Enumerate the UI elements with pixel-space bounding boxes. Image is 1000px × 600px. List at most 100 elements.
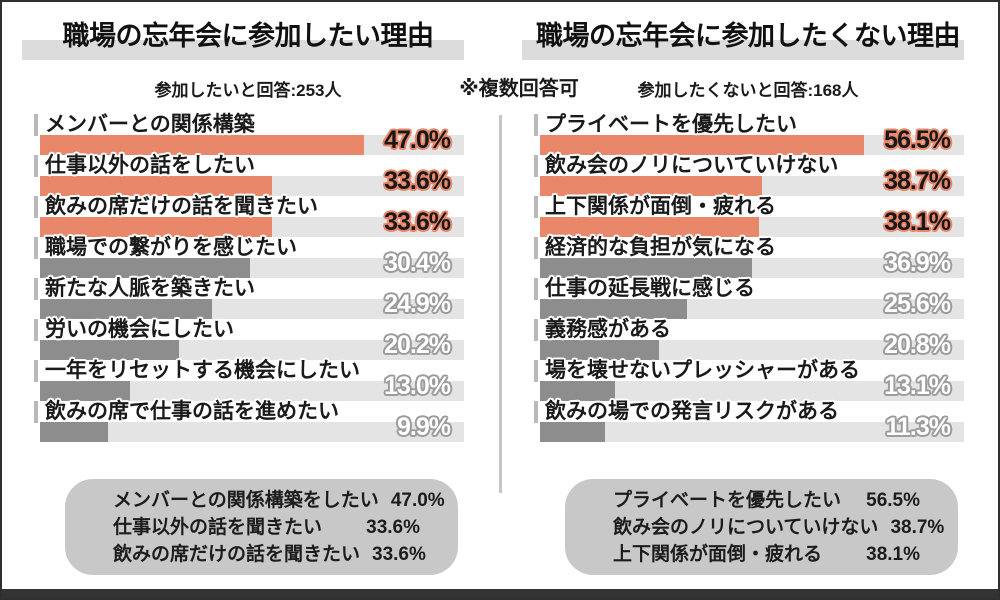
bar-value-label: 30.4% xyxy=(384,249,451,277)
summary-value: 33.6% xyxy=(366,516,420,538)
multiple-answers-note: ※複数回答可 xyxy=(459,78,579,100)
chart-title: 職場の忘年会に参加したい理由 xyxy=(22,14,464,62)
bar-value-label: 25.6% xyxy=(884,290,951,318)
summary-value: 38.1% xyxy=(866,543,920,565)
bar-value-label: 36.9% xyxy=(884,249,951,277)
bar-category-label: 飲み会のノリについていけない xyxy=(534,155,838,177)
bar-category-label: 飲みの席で仕事の話を進めたい xyxy=(34,401,339,423)
summary-label: 上下関係が面倒・疲れる xyxy=(613,543,823,565)
bar-fill xyxy=(40,217,272,237)
bar-value-label: 56.5% xyxy=(884,126,951,154)
bar-fill xyxy=(540,340,660,360)
summary-row: 飲み会のノリについていけない 38.7% xyxy=(613,514,944,541)
bar-row: 場を壊せないプレッシャーがある 13.1% xyxy=(532,360,964,401)
bar-category-label: 飲みの席だけの話を聞きたい xyxy=(34,196,318,218)
bar-value-label: 11.3% xyxy=(885,413,951,441)
bar-track xyxy=(40,381,464,401)
bar-row: 飲みの席だけの話を聞きたい 33.6% xyxy=(32,196,464,237)
bar-track xyxy=(540,258,964,278)
bar-track xyxy=(40,176,464,196)
bar-fill xyxy=(540,258,752,278)
bar-category-label: 上下関係が面倒・疲れる xyxy=(534,196,776,218)
bar-value-label: 33.6% xyxy=(384,208,451,236)
bar-row: プライベートを優先したい 56.5% xyxy=(532,114,964,155)
bar-fill xyxy=(40,422,109,442)
bar-track xyxy=(40,422,464,442)
summary-row: 仕事以外の話を聞きたい 33.6% xyxy=(113,514,420,541)
bar-row: 新たな人脈を築きたい 24.9% xyxy=(32,278,464,319)
bar-row: 飲み会のノリについていけない 38.7% xyxy=(532,155,964,196)
bar-track xyxy=(540,176,964,196)
bar-track xyxy=(540,299,964,319)
chart-title: 職場の忘年会に参加したくない理由 xyxy=(522,14,964,62)
title-highlight xyxy=(522,40,964,60)
bar-fill xyxy=(40,381,130,401)
bar-row: 仕事以外の話をしたい 33.6% xyxy=(32,155,464,196)
bar-track xyxy=(540,217,964,237)
bar-row: 経済的な負担が気になる 36.9% xyxy=(532,237,964,278)
bar-track xyxy=(540,135,964,155)
chart-want-to-attend: 職場の忘年会に参加したい理由 参加したいと回答:253人 メンバーとの関係構築 4… xyxy=(22,2,464,598)
summary-value: 47.0% xyxy=(390,489,445,511)
bar-row: 職場での繋がりを感じたい 30.4% xyxy=(32,237,464,278)
bar-fill xyxy=(40,176,272,196)
summary-row: プライベートを優先したい 56.5% xyxy=(613,487,920,514)
bar-row: 上下関係が面倒・疲れる 38.1% xyxy=(532,196,964,237)
bar-fill xyxy=(40,258,250,278)
bar-value-label: 47.0% xyxy=(384,126,451,154)
bar-category-label: 仕事の延長戦に感じる xyxy=(534,278,755,300)
bar-row: 飲みの場での発言リスクがある 11.3% xyxy=(532,401,964,442)
footer-bar xyxy=(2,589,998,598)
summary-label: プライベートを優先したい xyxy=(613,489,842,511)
summary-value: 33.6% xyxy=(372,543,426,565)
bar-category-label: 義務感がある xyxy=(534,319,671,341)
bar-fill xyxy=(540,217,759,237)
bar-category-label: 新たな人脈を築きたい xyxy=(34,278,255,300)
bar-category-label: 職場での繋がりを感じたい xyxy=(34,237,297,259)
bar-fill xyxy=(540,422,605,442)
bar-track xyxy=(540,340,964,360)
bar-category-label: 一年をリセットする機会にしたい xyxy=(34,360,360,382)
bar-track xyxy=(540,381,964,401)
bar-list: プライベートを優先したい 56.5% 飲み会のノリについていけない 38.7% 上下関係… xyxy=(532,114,964,442)
summary-label: 飲みの席だけの話を聞きたい xyxy=(113,543,361,565)
bar-value-label: 38.7% xyxy=(884,167,951,195)
bar-track xyxy=(40,299,464,319)
title-highlight xyxy=(22,40,464,60)
bar-fill xyxy=(540,381,616,401)
bar-value-label: 24.9% xyxy=(384,290,451,318)
bar-category-label: 仕事以外の話をしたい xyxy=(34,155,255,177)
bar-row: 義務感がある 20.8% xyxy=(532,319,964,360)
bar-value-label: 20.8% xyxy=(884,331,951,359)
bar-value-label: 9.9% xyxy=(397,413,451,441)
bar-fill xyxy=(540,176,763,196)
chart-subtitle: 参加したいと回答:253人 xyxy=(154,81,342,100)
summary-row: 飲みの席だけの話を聞きたい 33.6% xyxy=(113,541,426,568)
bar-track xyxy=(40,135,464,155)
summary-label: 飲み会のノリについていけない xyxy=(613,516,879,538)
bar-list: メンバーとの関係構築 47.0% 仕事以外の話をしたい 33.6% 飲みの席だけの話を聞… xyxy=(32,114,464,442)
bar-fill xyxy=(40,299,212,319)
bar-track xyxy=(40,217,464,237)
summary-box: メンバーとの関係構築をしたい 47.0% 仕事以外の話を聞きたい 33.6% 飲みの席だ… xyxy=(65,479,458,575)
bar-value-label: 13.0% xyxy=(384,372,451,400)
summary-label: 仕事以外の話を聞きたい xyxy=(113,516,323,538)
bar-fill xyxy=(40,135,365,155)
summary-label: メンバーとの関係構築をしたい xyxy=(113,489,379,511)
bar-fill xyxy=(540,135,865,155)
summary-row: 上下関係が面倒・疲れる 38.1% xyxy=(613,541,920,568)
summary-row: メンバーとの関係構築をしたい 47.0% xyxy=(113,487,445,514)
bar-category-label: 飲みの場での発言リスクがある xyxy=(534,401,839,423)
bar-category-label: 経済的な負担が気になる xyxy=(534,237,776,259)
bar-value-label: 20.2% xyxy=(384,331,451,359)
summary-box: プライベートを優先したい 56.5% 飲み会のノリについていけない 38.7% 上下関係… xyxy=(565,479,958,575)
bar-row: 仕事の延長戦に感じる 25.6% xyxy=(532,278,964,319)
bar-row: 労いの機会にしたい 20.2% xyxy=(32,319,464,360)
bar-value-label: 33.6% xyxy=(384,167,451,195)
chart-subtitle: 参加したくないと回答:168人 xyxy=(637,81,859,100)
bar-category-label: プライベートを優先したい xyxy=(534,114,797,136)
summary-value: 38.7% xyxy=(890,516,945,538)
center-divider xyxy=(499,115,502,493)
bar-fill xyxy=(40,340,180,360)
